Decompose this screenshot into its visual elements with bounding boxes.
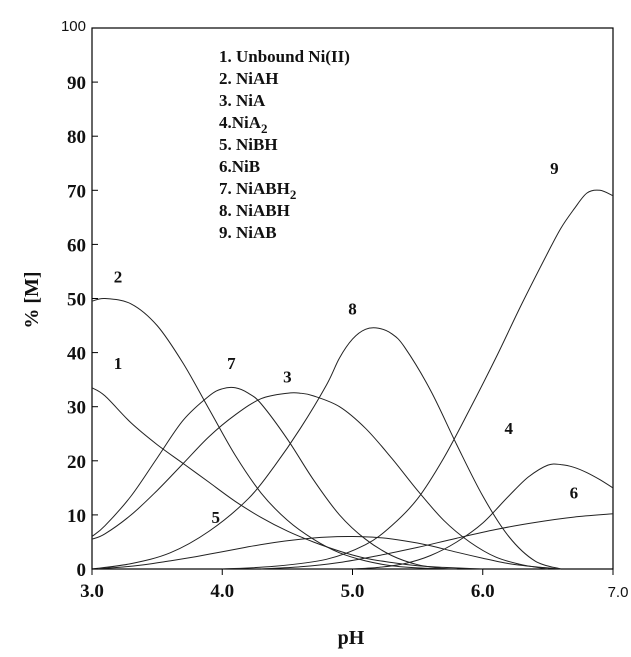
legend-entry-subscript: 2 xyxy=(290,187,297,202)
legend-entry: 4.NiA2 xyxy=(219,113,268,136)
legend-entry: 2. NiAH xyxy=(219,69,279,88)
legend-entry-text: 3. NiA xyxy=(219,91,266,110)
x-axis-title: pH xyxy=(338,627,365,649)
series-line-7 xyxy=(91,386,457,570)
y-axis-title: % [M] xyxy=(21,271,43,328)
legend-entry-text: 2. NiAH xyxy=(219,69,279,88)
legend-entry-text: 9. NiAB xyxy=(219,223,277,242)
curve-labels: 1 2 3 4 5 6 7 8 9 xyxy=(114,159,578,527)
series-label-6: 6 xyxy=(570,484,579,503)
series-line-8 xyxy=(91,327,562,570)
legend-entry-subscript: 2 xyxy=(261,121,268,136)
series-label-7: 7 xyxy=(227,354,236,373)
series-line-3 xyxy=(91,392,548,570)
legend-entry-text: 4.NiA xyxy=(219,113,262,132)
curves xyxy=(91,189,614,570)
legend-entry-text: 8. NiABH xyxy=(219,201,290,220)
x-axis-ticks: 3.0 4.0 5.0 6.0 7.0 xyxy=(80,569,628,602)
series-label-3: 3 xyxy=(283,367,292,386)
y-tick-label: 10 xyxy=(67,506,86,527)
y-tick-label: 0 xyxy=(77,560,87,581)
x-tick-label: 3.0 xyxy=(80,581,104,602)
series-label-1: 1 xyxy=(114,354,123,373)
series-line-6 xyxy=(261,513,614,570)
y-tick-label: 30 xyxy=(67,398,86,419)
series-label-5: 5 xyxy=(211,508,220,527)
series-label-4: 4 xyxy=(505,419,514,438)
legend-entry: 8. NiABH xyxy=(219,201,290,220)
legend-entry: 5. NiBH xyxy=(219,135,278,154)
y-tick-label: 100 xyxy=(61,18,86,35)
y-tick-label: 70 xyxy=(67,181,86,202)
legend-entry-text: 1. Unbound Ni(II) xyxy=(219,47,350,66)
y-tick-label: 20 xyxy=(67,452,86,473)
x-tick-label: 7.0 xyxy=(608,584,629,601)
legend-entry: 1. Unbound Ni(II) xyxy=(219,47,350,66)
series-label-2: 2 xyxy=(114,267,123,286)
y-tick-label: 40 xyxy=(67,344,86,365)
y-tick-label: 90 xyxy=(67,73,86,94)
series-line-5 xyxy=(91,535,561,570)
x-tick-label: 4.0 xyxy=(210,581,234,602)
legend-entry-text: 7. NiABH xyxy=(219,179,290,198)
series-line-1 xyxy=(91,387,483,570)
series-label-9: 9 xyxy=(550,159,559,178)
legend-entry: 7. NiABH2 xyxy=(219,179,296,202)
x-tick-label: 6.0 xyxy=(471,581,495,602)
y-axis-ticks: 0 10 20 30 40 50 60 70 80 90 100 xyxy=(61,18,98,581)
y-tick-label: 50 xyxy=(67,290,86,311)
series-line-4 xyxy=(352,463,614,570)
legend-entry: 9. NiAB xyxy=(219,223,277,242)
series-label-8: 8 xyxy=(348,300,357,319)
legend-entry-text: 6.NiB xyxy=(219,157,260,176)
series-line-2 xyxy=(91,297,457,570)
legend-entry-text: 5. NiBH xyxy=(219,135,278,154)
plot-frame xyxy=(91,27,614,570)
series-line-9 xyxy=(222,189,614,570)
legend-entry: 3. NiA xyxy=(219,91,266,110)
y-tick-label: 80 xyxy=(67,127,86,148)
legend-entry: 6.NiB xyxy=(219,157,260,176)
y-tick-label: 60 xyxy=(67,235,86,256)
x-tick-label: 5.0 xyxy=(341,581,365,602)
